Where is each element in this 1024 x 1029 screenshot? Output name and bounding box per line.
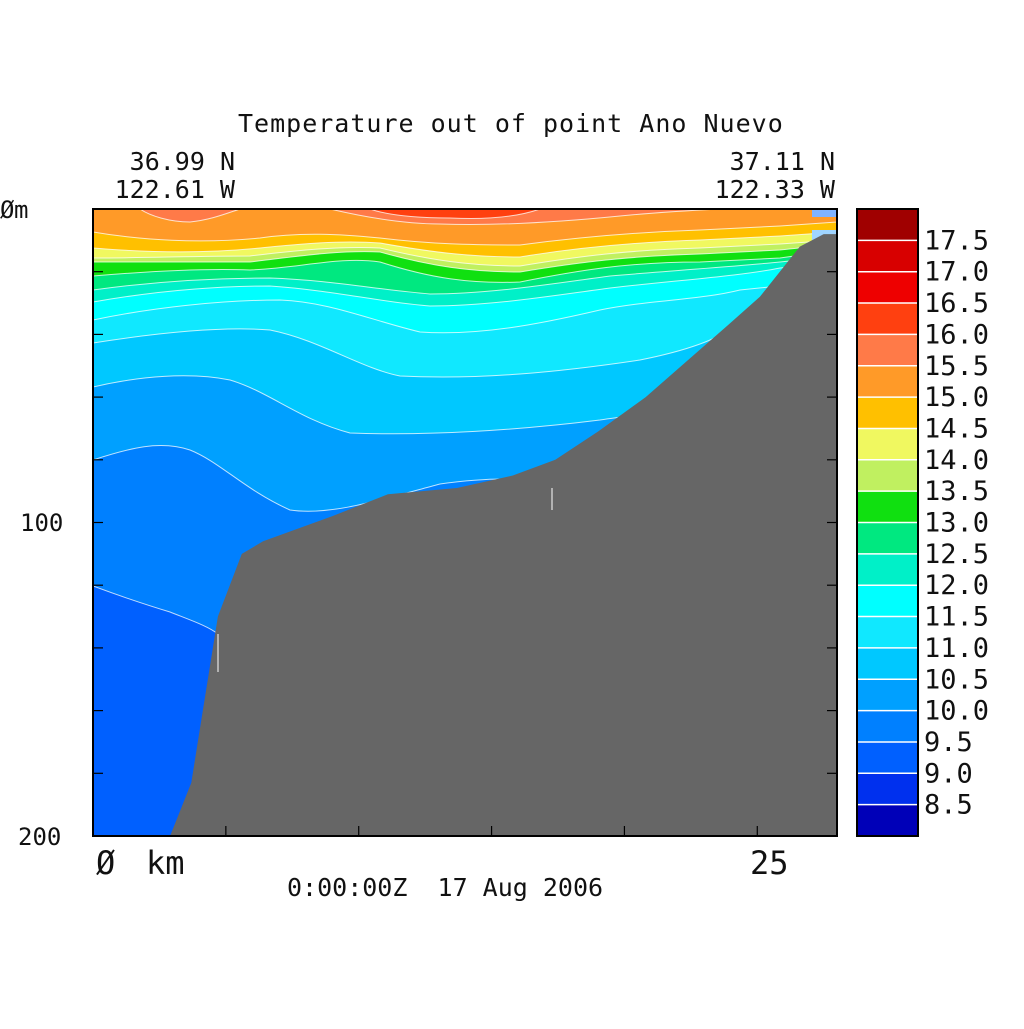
band-15-0 — [93, 209, 837, 246]
legend-swatch-12 — [857, 585, 918, 618]
legend-swatch-10 — [857, 522, 918, 555]
x-axis-ticks — [225, 826, 758, 836]
legend-label-0: 17.5 — [924, 225, 989, 256]
x-axis-unit: km — [146, 844, 185, 882]
seafloor-mask — [170, 234, 837, 836]
legend-label-7: 14.0 — [924, 445, 989, 476]
band-15-5-left — [139, 209, 241, 223]
legend-label-9: 13.0 — [924, 508, 989, 539]
legend-swatch-18 — [857, 773, 918, 806]
left-longitude: 122.61 W — [115, 175, 236, 204]
legend-label-12: 11.5 — [924, 602, 989, 633]
timestamp: 0:00:00Z 17 Aug 2006 — [287, 873, 603, 902]
left-latitude: 36.99 N — [130, 147, 235, 176]
legend-swatch-4 — [857, 334, 918, 367]
legend-label-15: 10.0 — [924, 696, 989, 727]
legend-label-3: 16.0 — [924, 319, 989, 350]
legend-swatch-13 — [857, 616, 918, 649]
legend-label-16: 9.5 — [924, 727, 973, 758]
y-tick-label-0: Ø — [0, 196, 15, 224]
legend-swatch-1 — [857, 240, 918, 273]
legend-label-4: 15.5 — [924, 351, 989, 382]
temperature-field — [93, 209, 837, 836]
legend-swatch-14 — [857, 647, 918, 680]
y-tick-label-200: 200 — [18, 823, 61, 851]
legend-label-8: 13.5 — [924, 476, 989, 507]
legend-label-11: 12.0 — [924, 570, 989, 601]
legend-label-14: 10.5 — [924, 664, 989, 695]
legend-swatch-17 — [857, 741, 918, 774]
legend-swatch-8 — [857, 459, 918, 492]
legend-swatch-5 — [857, 365, 918, 398]
legend-swatch-9 — [857, 491, 918, 524]
y-tick-unit: m — [14, 196, 28, 224]
legend-label-18: 8.5 — [924, 790, 973, 821]
color-legend: 17.517.016.516.015.515.014.514.013.513.0… — [857, 209, 989, 837]
legend-swatch-2 — [857, 271, 918, 304]
y-tick-label-100: 100 — [20, 509, 63, 537]
right-longitude: 122.33 W — [715, 175, 836, 204]
band-16-0 — [369, 209, 541, 220]
legend-swatch-0 — [857, 209, 918, 241]
legend-label-6: 14.5 — [924, 413, 989, 444]
legend-label-13: 11.0 — [924, 633, 989, 664]
right-latitude: 37.11 N — [730, 147, 835, 176]
x-tick-label-0: Ø — [96, 844, 115, 882]
band-near-shore — [812, 209, 837, 217]
legend-swatch-6 — [857, 397, 918, 430]
x-tick-label-25: 25 — [750, 844, 789, 882]
legend-swatch-11 — [857, 553, 918, 586]
legend-swatch-19 — [857, 804, 918, 837]
legend-swatch-16 — [857, 710, 918, 743]
legend-label-2: 16.5 — [924, 288, 989, 319]
legend-frame — [856, 208, 919, 837]
legend-label-5: 15.0 — [924, 382, 989, 413]
legend-swatch-3 — [857, 303, 918, 335]
legend-swatch-7 — [857, 428, 918, 461]
legend-label-17: 9.0 — [924, 758, 973, 789]
legend-swatch-15 — [857, 679, 918, 712]
y-axis-ticks — [93, 208, 837, 837]
legend-label-1: 17.0 — [924, 257, 989, 288]
legend-label-10: 12.5 — [924, 539, 989, 570]
chart-title: Temperature out of point Ano Nuevo — [238, 109, 784, 138]
